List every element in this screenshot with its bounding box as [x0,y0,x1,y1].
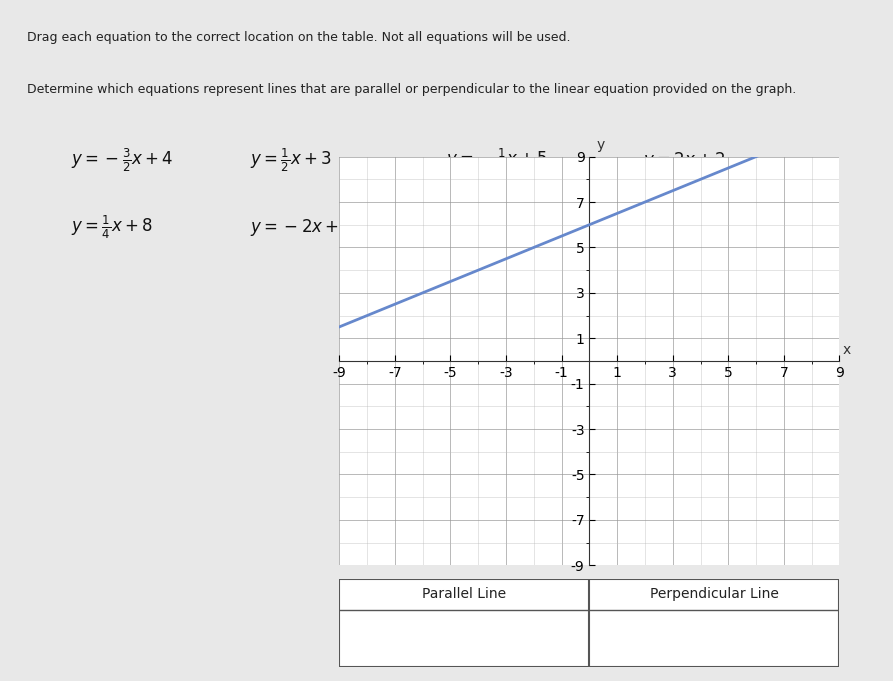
Text: Drag each equation to the correct location on the table. Not all equations will : Drag each equation to the correct locati… [27,31,571,44]
Text: Parallel Line: Parallel Line [422,587,506,601]
Text: Perpendicular Line: Perpendicular Line [650,587,779,601]
Text: $y = -\frac{1}{2}x + 5$: $y = -\frac{1}{2}x + 5$ [446,146,548,174]
Text: x: x [842,343,850,357]
Text: $y = \frac{1}{2}x + 3$: $y = \frac{1}{2}x + 3$ [250,146,331,174]
Text: Determine which equations represent lines that are parallel or perpendicular to : Determine which equations represent line… [27,83,796,96]
Text: $y = -2x + 1$: $y = -2x + 1$ [250,217,353,238]
FancyBboxPatch shape [339,579,839,667]
Text: y: y [597,138,605,152]
Text: $y = -\frac{3}{2}x + 4$: $y = -\frac{3}{2}x + 4$ [71,146,174,174]
Text: $y = 2x + 2$: $y = 2x + 2$ [643,150,725,171]
Text: $y = \frac{1}{4}x + 8$: $y = \frac{1}{4}x + 8$ [71,214,154,242]
